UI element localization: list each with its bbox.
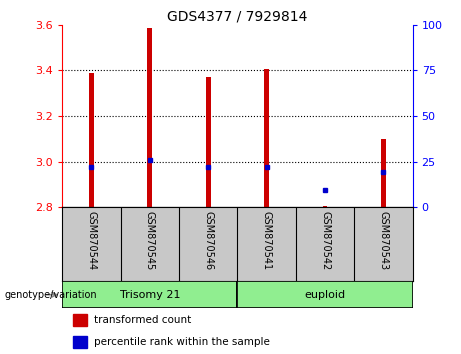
Text: euploid: euploid (304, 290, 346, 300)
Text: GSM870543: GSM870543 (378, 211, 389, 270)
Bar (62, 281, 237, 308)
Text: Trisomy 21: Trisomy 21 (119, 290, 180, 300)
Bar (148, 28, 152, 207)
Bar (323, 206, 327, 207)
Text: GSM870541: GSM870541 (261, 211, 272, 270)
Bar (381, 139, 386, 207)
Text: percentile rank within the sample: percentile rank within the sample (94, 337, 270, 347)
Text: GSM870544: GSM870544 (86, 211, 96, 270)
Text: genotype/variation: genotype/variation (5, 290, 97, 300)
Bar (73, 314, 87, 326)
Text: GSM870545: GSM870545 (145, 211, 155, 270)
Bar (89, 73, 94, 207)
Title: GDS4377 / 7929814: GDS4377 / 7929814 (167, 10, 307, 24)
Text: GSM870546: GSM870546 (203, 211, 213, 270)
Text: transformed count: transformed count (94, 315, 191, 325)
Bar (206, 77, 211, 207)
Bar (73, 336, 87, 348)
Bar (264, 69, 269, 207)
Text: GSM870542: GSM870542 (320, 211, 330, 270)
Bar (237, 281, 413, 308)
